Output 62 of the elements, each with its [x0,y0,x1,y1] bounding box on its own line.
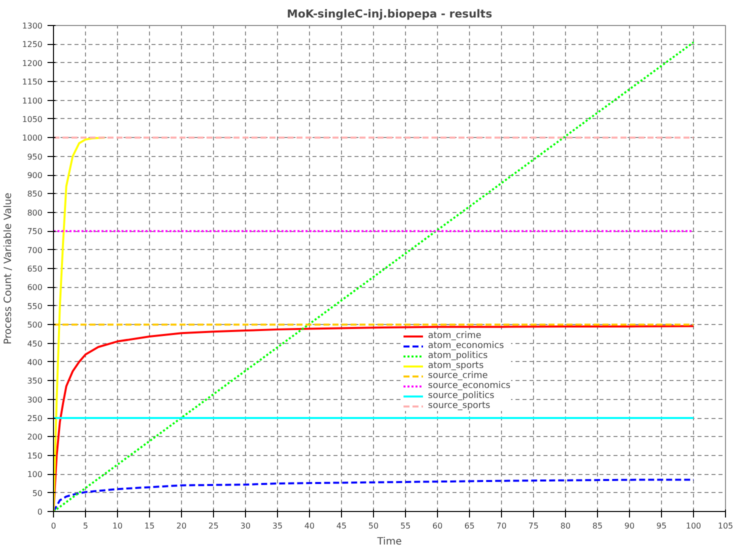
y-tick-label: 200 [27,432,43,442]
legend-label: source_crime [428,371,488,381]
x-tick-label: 5 [82,522,88,530]
y-tick-label: 750 [27,227,43,236]
legend-label: atom_politics [428,351,488,361]
legend-label: atom_sports [428,361,484,371]
x-tick-label: 0 [50,522,56,530]
line-series [54,136,106,512]
x-tick-label: 10 [112,522,123,530]
x-tick-label: 35 [272,522,283,530]
y-tick-label: 1100 [22,96,42,106]
x-tick-label: 80 [560,522,571,530]
y-tick-label: 50 [32,488,43,498]
y-tick-label: 1000 [22,134,42,143]
x-axis-title: Time [376,536,402,548]
x-tick-label: 75 [528,522,539,530]
legend-label: source_sports [428,401,490,411]
x-tick-label: 90 [624,522,635,530]
y-axis-title: Process Count / Variable Value [3,192,14,344]
y-tick-label: 850 [27,190,43,199]
x-tick-label: 40 [304,522,315,530]
y-tick-label: 800 [27,208,43,218]
x-tick-label: 85 [592,522,603,530]
y-tick-label: 150 [27,451,43,460]
legend-label: atom_crime [428,331,482,341]
chart-title: MoK-singleC-inj.biopepa - results [286,8,493,20]
x-tick-label: 70 [496,522,507,530]
y-tick-label: 350 [27,376,43,386]
y-tick-label: 250 [27,414,43,424]
legend-label: source_politics [428,391,494,401]
legend-label: source_economics [428,381,510,391]
y-tick-label: 900 [27,171,43,180]
x-tick-label: 95 [656,522,667,530]
y-tick-label: 600 [27,283,43,292]
x-tick-label: 65 [464,522,475,530]
x-tick-label: 25 [208,522,219,530]
y-tick-label: 1150 [22,78,42,87]
legend-label: atom_economics [428,341,504,351]
x-tick-label: 20 [176,522,187,530]
y-tick-label: 100 [27,470,43,480]
x-tick-label: 30 [240,522,251,530]
x-tick-label: 15 [144,522,155,530]
y-tick-label: 450 [27,339,43,348]
y-tick-label: 700 [27,246,43,255]
x-tick-label: 100 [686,522,702,530]
y-tick-label: 1300 [22,22,42,30]
y-tick-label: 950 [27,152,43,162]
x-tick-label: 55 [400,522,411,530]
y-tick-label: 1250 [22,40,42,50]
y-tick-label: 550 [27,302,43,311]
x-tick-label: 60 [432,522,443,530]
y-tick-label: 500 [27,320,43,330]
line-series [54,478,694,512]
y-tick-label: 650 [27,264,43,274]
x-tick-label: 105 [718,522,734,530]
x-tick-label: 50 [368,522,379,530]
y-tick-label: 1050 [22,114,42,124]
y-tick-label: 1200 [22,58,42,68]
y-tick-label: 300 [27,395,43,404]
y-tick-label: 0 [37,508,43,516]
y-tick-label: 400 [27,358,43,367]
x-tick-label: 45 [336,522,347,530]
